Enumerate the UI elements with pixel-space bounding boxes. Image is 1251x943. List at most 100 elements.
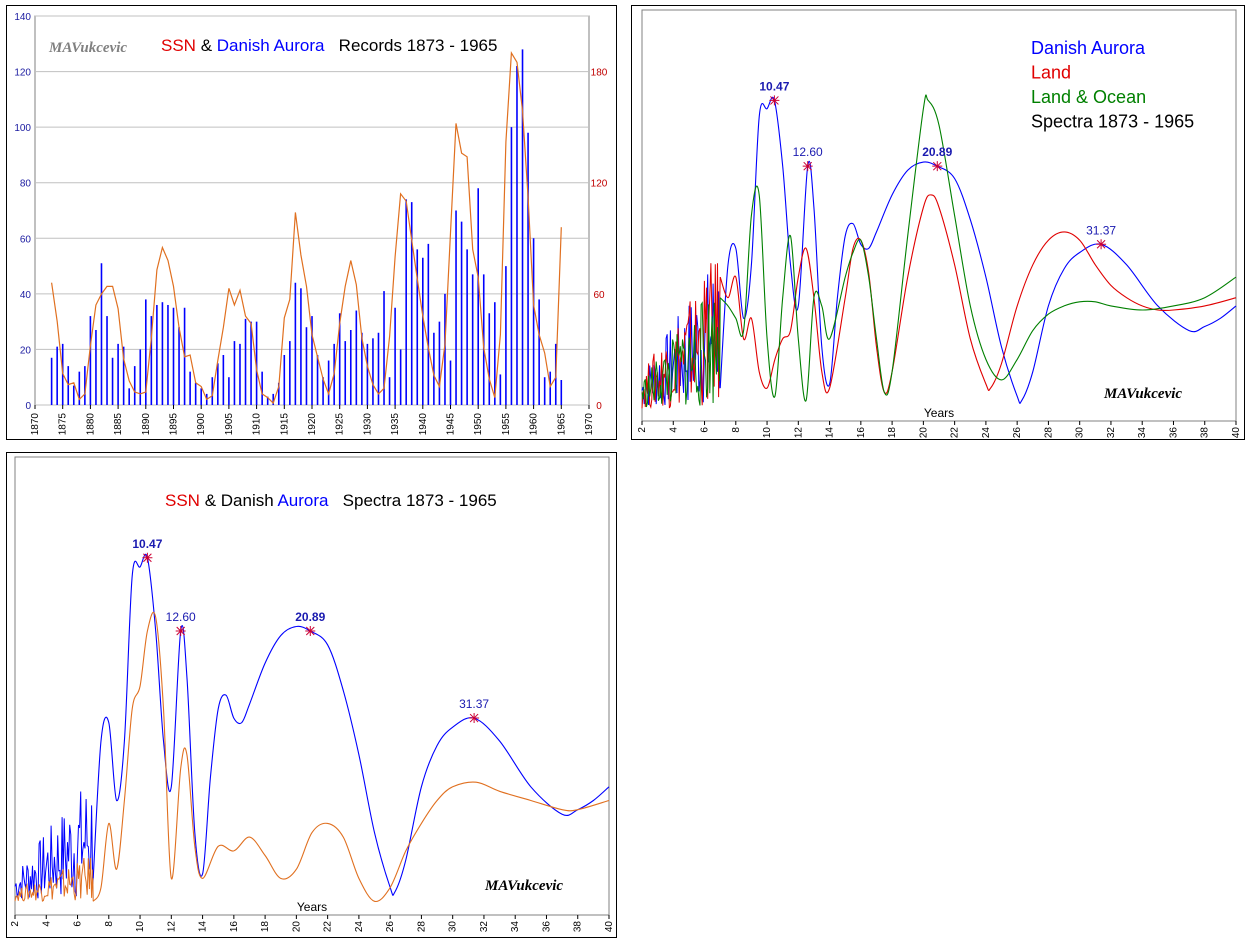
x-tick-label: 1940 <box>418 413 429 436</box>
chart-title: SSN & Danish Aurora Spectra 1873 - 1965 <box>165 491 497 510</box>
x-tick-label: 36 <box>1168 427 1179 439</box>
spectra-chart-panel-ssn-aurora: 2 4 6 8 10 12 14 16 18 20 22 24 26 28 30 32 34 36 38 40 10.4… <box>6 452 617 938</box>
y-tick-label-left: 100 <box>14 123 31 134</box>
peak-label: 20.89 <box>295 610 325 624</box>
signature: MAVukcevic <box>48 40 127 56</box>
x-tick-label: 40 <box>604 921 615 933</box>
x-tick-label: 2 <box>637 427 648 433</box>
x-tick-label: 1870 <box>30 413 41 436</box>
peak-marker <box>175 626 186 637</box>
x-tick-label: 38 <box>573 921 584 933</box>
x-tick-label: 1935 <box>390 413 401 436</box>
records-chart-panel: 0 20 40 60 80 100 120 140 0 60 120 180 1870 1875 1880 1… <box>6 5 617 440</box>
peak-marker <box>802 161 813 172</box>
x-tick-label: 30 <box>448 921 459 933</box>
x-tick-label: 10 <box>762 427 773 439</box>
spectra-chart-2: 2 4 6 8 10 12 14 16 18 20 22 24 26 28 30 32 34 36 38 4010.4… <box>10 456 615 933</box>
legend-entry: Land <box>1031 63 1071 83</box>
x-tick-label: 1970 <box>584 413 595 436</box>
x-tick-label: 12 <box>793 427 804 439</box>
chart-title-part-0: SSN <box>161 36 196 55</box>
x-tick-label: 22 <box>323 921 334 933</box>
x-tick-label: 1965 <box>556 413 567 436</box>
peak-marker <box>142 552 153 563</box>
x-tick-label: 22 <box>950 427 961 439</box>
x-tick-label: 1885 <box>113 413 124 436</box>
x-tick-label: 18 <box>260 921 271 933</box>
peak-label: 12.60 <box>793 145 823 159</box>
x-tick-label: 28 <box>1043 427 1054 439</box>
chart-title-part-3: Aurora <box>277 491 329 510</box>
series-line-0 <box>719 96 1237 404</box>
chart-title: SSN & Danish Aurora Records 1873 - 1965 <box>161 36 497 55</box>
series-noise-1 <box>14 857 94 902</box>
y-tick-label-right: 0 <box>596 401 602 412</box>
plot-area <box>641 9 1237 422</box>
x-tick-label: 32 <box>479 921 490 933</box>
y-tick-label-left: 0 <box>25 401 31 412</box>
x-tick-label: 1890 <box>141 413 152 436</box>
peak-marker <box>769 95 780 106</box>
x-tick-label: 1900 <box>196 413 207 436</box>
peak-label: 20.89 <box>922 145 952 159</box>
x-tick-label: 12 <box>166 921 177 933</box>
x-tick-label: 24 <box>981 427 992 439</box>
x-tick-label: 26 <box>385 921 396 933</box>
chart-title-part-4: Spectra 1873 - 1965 <box>329 491 497 510</box>
peak-label: 31.37 <box>459 697 489 711</box>
x-axis-label: Years <box>297 900 327 914</box>
y-tick-label-right: 120 <box>591 179 608 190</box>
peak-label: 10.47 <box>759 79 789 93</box>
legend-entry: Land & Ocean <box>1031 87 1146 107</box>
x-tick-label: 1925 <box>335 413 346 436</box>
x-tick-label: 1905 <box>224 413 235 436</box>
series-line-0 <box>92 553 610 896</box>
series-line-1 <box>719 194 1237 394</box>
ssn-line <box>51 51 562 405</box>
x-tick-label: 1910 <box>252 413 263 436</box>
x-tick-label: 34 <box>510 921 521 933</box>
legend-entry: Spectra 1873 - 1965 <box>1031 112 1194 132</box>
x-tick-label: 1955 <box>501 413 512 436</box>
x-tick-label: 28 <box>416 921 427 933</box>
x-tick-label: 30 <box>1075 427 1086 439</box>
y-tick-label-right: 180 <box>591 68 608 79</box>
chart-title-part-1: & <box>196 36 217 55</box>
spectra-chart-1: 2 4 6 8 10 12 14 16 18 20 22 24 26 28 30 32 34 36 38 4010.4… <box>637 9 1242 439</box>
x-axis-label: Years <box>924 406 954 420</box>
x-tick-label: 14 <box>198 921 209 933</box>
records-chart: 0 20 40 60 80 100 120 140 0 60 120 180 1870 1875 1880 1… <box>14 12 608 436</box>
y-tick-label-left: 40 <box>20 290 32 301</box>
series-noise-0 <box>14 791 94 899</box>
x-tick-label: 6 <box>700 427 711 433</box>
x-tick-label: 40 <box>1231 427 1242 439</box>
x-tick-label: 18 <box>887 427 898 439</box>
x-tick-label: 10 <box>135 921 146 933</box>
x-tick-label: 38 <box>1200 427 1211 439</box>
y-tick-label-left: 80 <box>20 179 32 190</box>
x-tick-label: 1920 <box>307 413 318 436</box>
y-tick-label-left: 60 <box>20 234 32 245</box>
x-tick-label: 1880 <box>85 413 96 436</box>
spectra-chart-panel-aurora-land-ocean: 2 4 6 8 10 12 14 16 18 20 22 24 26 28 30 32 34 36 38 40 10.4… <box>631 5 1245 440</box>
x-tick-label: 14 <box>825 427 836 439</box>
chart-title-part-1: & <box>200 491 221 510</box>
chart-title-part-2: Danish <box>221 491 278 510</box>
x-tick-label: 4 <box>41 921 52 927</box>
x-tick-label: 1930 <box>362 413 373 436</box>
x-tick-label: 20 <box>918 427 929 439</box>
y-tick-label-right: 60 <box>593 290 605 301</box>
chart-title-part-3: Records 1873 - 1965 <box>325 36 498 55</box>
peak-marker <box>469 713 480 724</box>
y-tick-label-left: 120 <box>14 68 31 79</box>
y-tick-label-left: 140 <box>14 12 31 23</box>
y-tick-label-left: 20 <box>20 345 32 356</box>
plot-area <box>14 456 610 916</box>
x-tick-label: 26 <box>1012 427 1023 439</box>
peak-label: 10.47 <box>132 537 162 551</box>
legend-entry: Danish Aurora <box>1031 38 1146 58</box>
x-tick-label: 1950 <box>473 413 484 436</box>
x-tick-label: 24 <box>354 921 365 933</box>
x-tick-label: 1960 <box>529 413 540 436</box>
peak-marker <box>305 626 316 637</box>
